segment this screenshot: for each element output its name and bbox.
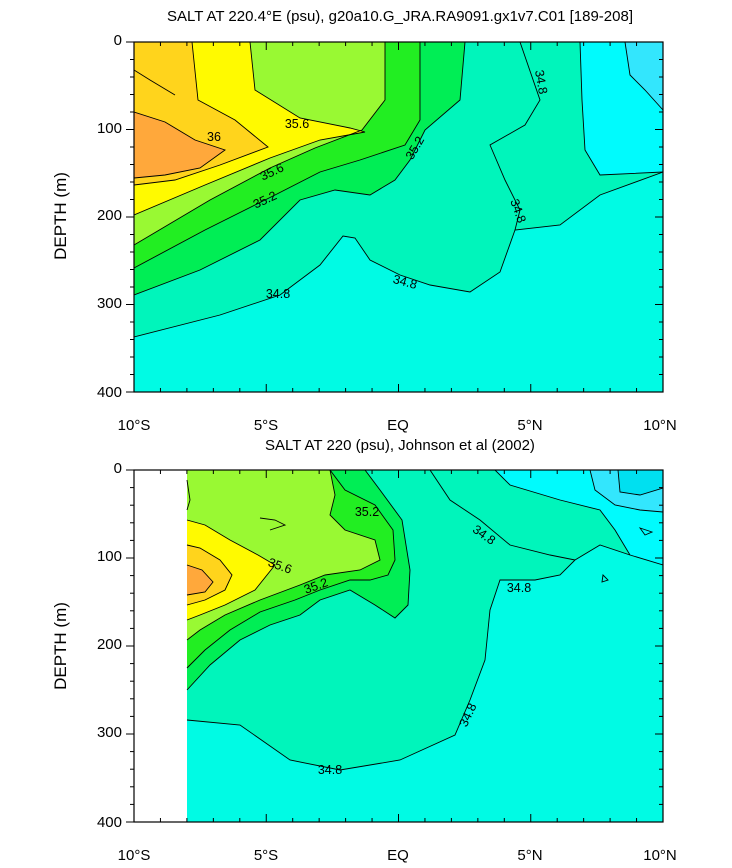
contour-lines [186, 470, 663, 771]
y-tick-label: 200 [97, 636, 122, 653]
contour-label: 34.8 [532, 69, 550, 95]
contour-line [134, 42, 366, 216]
contour-label: 35.6 [285, 117, 309, 131]
axis-ticks [126, 41, 664, 393]
contour-line [259, 517, 287, 531]
x-tick-label: 10°N [643, 417, 677, 434]
y-axis-label: DEPTH (m) [51, 172, 70, 260]
contour-line [134, 171, 663, 338]
y-tick-label: 200 [97, 207, 122, 224]
contour-line [579, 42, 663, 176]
chart-panel-model: SALT AT 220.4°E (psu), g20a10.G_JRA.RA90… [51, 8, 677, 434]
contour-line [134, 42, 386, 246]
y-tick-label: 0 [114, 460, 122, 477]
contour-line [186, 470, 381, 641]
x-tick-label: 10°N [643, 847, 677, 864]
contour-line [134, 69, 176, 96]
contour-line [134, 42, 466, 296]
contour-line [186, 544, 663, 771]
y-tick-label: 100 [97, 548, 122, 565]
contour-label: 35.2 [355, 505, 379, 519]
contour-line [186, 564, 214, 596]
y-tick-label: 0 [114, 32, 122, 49]
contour-fills [134, 42, 663, 392]
contour-line [489, 42, 541, 231]
contour-line [134, 111, 226, 179]
chart-title: SALT AT 220.4°E (psu), g20a10.G_JRA.RA90… [167, 8, 633, 25]
fill-band [625, 42, 663, 110]
contour-line [617, 470, 663, 496]
contour-line [589, 470, 663, 513]
chart-title: SALT AT 220 (psu), Johnson et al (2002) [265, 437, 535, 454]
fill-band [187, 565, 213, 595]
contour-label: 34.8 [266, 287, 290, 301]
y-axis-label: DEPTH (m) [51, 602, 70, 690]
y-tick-label: 300 [97, 295, 122, 312]
contour-fills [134, 470, 663, 822]
contour-line [624, 42, 663, 111]
contour-line [186, 470, 396, 669]
contour-line [134, 42, 269, 186]
contour-line [186, 544, 233, 606]
x-tick-label: 10°S [118, 847, 151, 864]
contour-line [601, 574, 609, 583]
contour-label: 34.8 [318, 763, 342, 777]
fill-band [618, 470, 663, 495]
x-tick-label: 5°S [254, 847, 278, 864]
contour-label: 36 [207, 130, 221, 144]
contour-line [134, 42, 421, 269]
axis-ticks [126, 469, 664, 823]
x-tick-label: 5°N [517, 847, 542, 864]
x-tick-label: 5°S [254, 417, 278, 434]
contour-line [186, 470, 411, 691]
contour-line [638, 527, 654, 536]
x-tick-label: EQ [387, 417, 409, 434]
x-tick-label: 10°S [118, 417, 151, 434]
y-tick-label: 400 [97, 384, 122, 401]
fill-band [134, 112, 225, 178]
contour-line [186, 519, 276, 621]
contour-line [186, 479, 191, 511]
x-tick-label: EQ [387, 847, 409, 864]
y-tick-label: 300 [97, 724, 122, 741]
x-tick-label: 5°N [517, 417, 542, 434]
y-tick-label: 400 [97, 814, 122, 831]
chart-panel-observed: SALT AT 220 (psu), Johnson et al (2002) [51, 437, 677, 864]
contour-line [494, 470, 631, 556]
y-tick-label: 100 [97, 120, 122, 137]
contour-lines [134, 42, 663, 338]
contour-line [429, 470, 576, 561]
contour-label: 34.8 [507, 581, 531, 595]
contour-label: 34.8 [391, 272, 418, 292]
